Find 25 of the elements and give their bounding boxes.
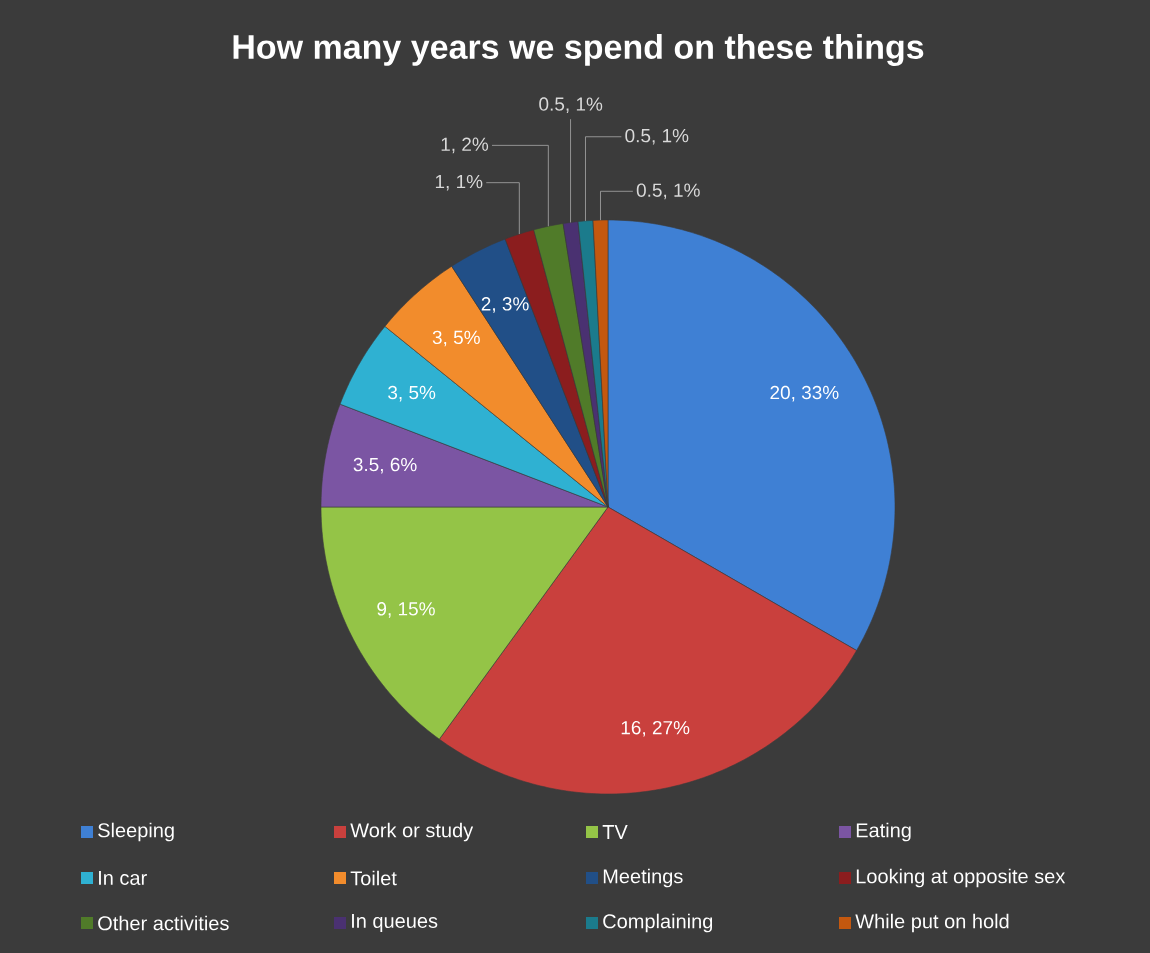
legend-label: Toilet	[350, 870, 397, 886]
legend-label: In queues	[352, 914, 438, 932]
legend-label: Eating	[856, 822, 911, 842]
legend-label: Looking at opposite sex	[856, 868, 1066, 888]
legend-label: Other activities	[98, 915, 229, 931]
chart-title: How many years we spend on these things	[233, 34, 924, 66]
legend-label: Complaining	[603, 913, 713, 933]
data-label: 2, 3%	[481, 297, 529, 313]
data-label: 9, 15%	[377, 602, 435, 618]
data-label: 3.5, 6%	[353, 457, 417, 474]
legend-label: In car	[99, 871, 147, 885]
data-label: 16, 27%	[621, 720, 690, 737]
legend-label: Sleeping	[98, 822, 174, 842]
data-label: 3, 5%	[388, 385, 436, 402]
data-label: 20, 33%	[770, 385, 839, 402]
legend-label: While put on hold	[855, 913, 1009, 933]
legend-label: Meetings	[603, 868, 683, 888]
legend-label: TV	[602, 825, 628, 839]
data-label: 1, 2%	[441, 137, 489, 154]
data-label: 1, 1%	[435, 174, 483, 191]
data-label: 0.5, 1%	[539, 97, 603, 114]
data-label: 0.5, 1%	[625, 128, 689, 145]
legend-label: Work or study	[350, 822, 474, 842]
data-label: 3, 5%	[432, 330, 480, 347]
data-label: 0.5, 1%	[636, 183, 700, 200]
